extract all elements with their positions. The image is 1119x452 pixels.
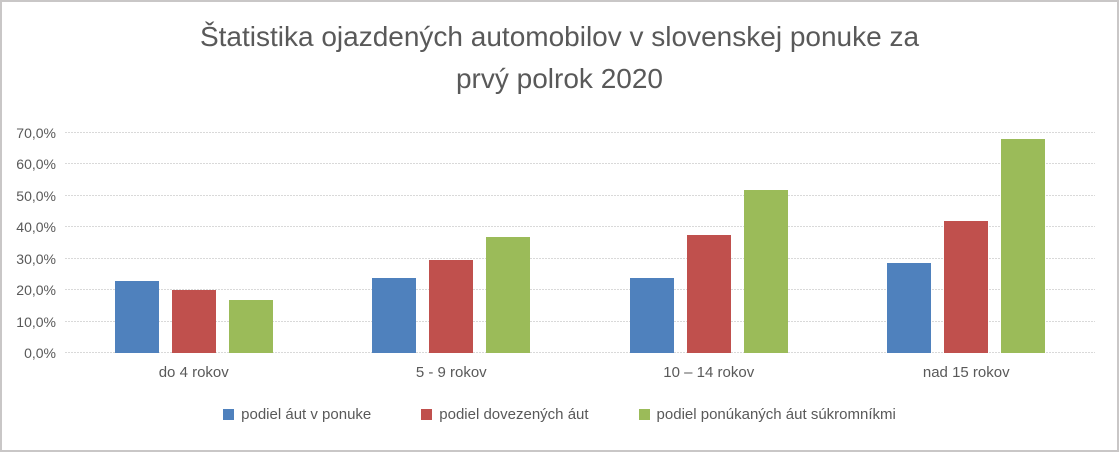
bar-group [323,133,581,353]
y-axis-tick-label: 30,0% [16,250,56,267]
legend-color-swatch [638,409,650,420]
gridline [65,163,1095,165]
gridline [65,132,1095,133]
bar [486,237,531,353]
bar [887,262,932,353]
bar-group [580,133,838,353]
x-axis: do 4 rokov 5 - 9 rokov 10 – 14 rokov nad 15… [65,364,1095,381]
y-axis: 0,0% 10,0% 20,0% 30,0% 40,0% 50,0% 60,0% 70,0% [2,125,60,361]
legend-color-swatch [223,409,235,420]
bar [743,189,788,353]
bar [228,299,273,353]
legend-color-swatch [421,409,433,420]
plot-area [65,132,1095,353]
bar [944,221,989,353]
gridline [65,194,1095,196]
chart-title-line-2: prvý polrok 2020 [455,63,663,94]
legend-label: podiel dovezených áut [439,406,589,423]
x-axis-category-label: nad 15 rokov [922,364,1010,381]
chart-title: Štatistika ojazdených automobilov v slov… [2,16,1117,100]
gridline [65,257,1095,259]
legend-label: podiel áut v ponuke [241,406,372,423]
bar [1001,139,1046,353]
y-axis-tick-label: 20,0% [16,282,56,299]
gridline [65,320,1095,322]
bar [686,235,731,353]
gridline [65,289,1095,291]
bar [372,277,417,353]
chart-title-line-1: Štatistika ojazdených automobilov v slov… [199,21,920,52]
y-axis-tick-label: 50,0% [16,187,56,204]
legend-label: podiel ponúkaných áut súkromníkmi [656,406,896,423]
bar-groups [65,133,1095,353]
legend-item: podiel áut v ponuke [223,406,371,423]
x-axis-category-label: 5 - 9 rokov [415,364,487,381]
y-axis-tick-label: 40,0% [16,219,56,236]
legend-item: podiel dovezených áut [421,406,589,423]
y-axis-tick-label: 60,0% [16,156,56,173]
x-axis-category-label: do 4 rokov [158,364,229,381]
bar [171,290,216,353]
gridline [65,352,1095,353]
bar [629,277,674,353]
legend-item: podiel ponúkaných áut súkromníkmi [638,406,896,423]
y-axis-tick-label: 0,0% [24,345,56,361]
bar [429,259,474,353]
gridline [65,226,1095,228]
legend: podiel áut v ponuke podiel dovezených áut… [2,406,1117,423]
x-axis-category-label: 10 – 14 rokov [663,364,755,381]
y-axis-tick-label: 10,0% [16,313,56,330]
bar [114,280,159,353]
y-axis-tick-label: 70,0% [16,125,56,141]
bar-group [65,133,323,353]
bar-group [838,133,1096,353]
